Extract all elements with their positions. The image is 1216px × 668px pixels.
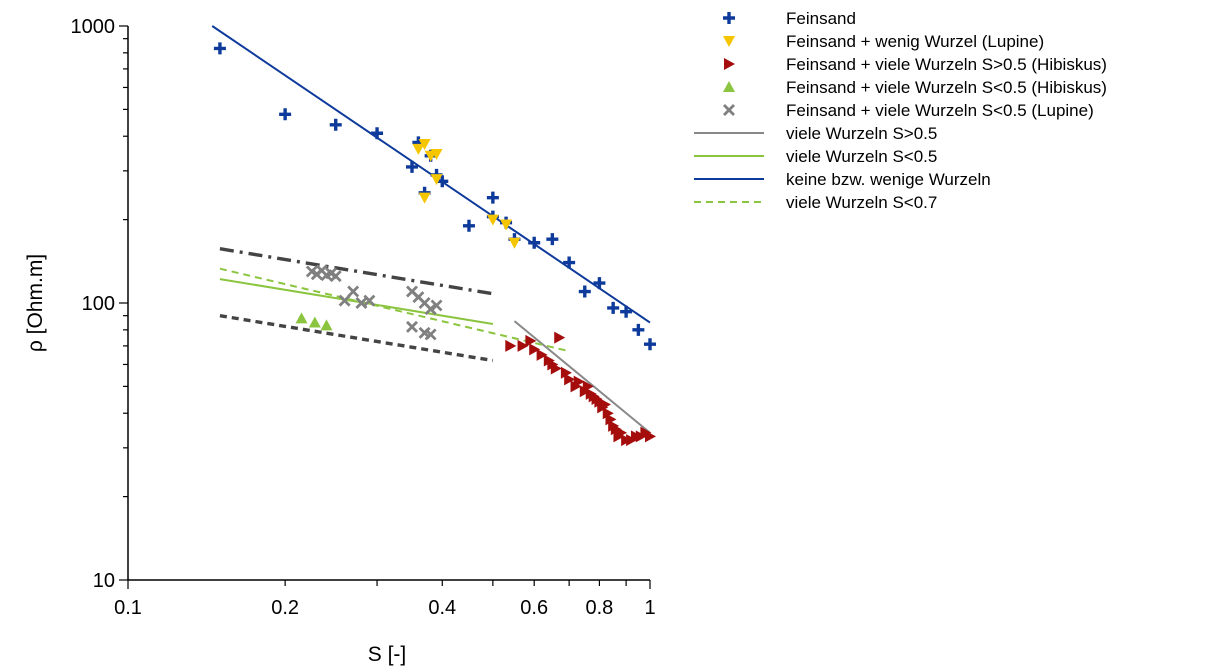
data-point [529,343,541,356]
data-point [546,233,559,246]
y-tick-label: 1000 [71,16,116,38]
data-point [412,143,425,155]
data-point [486,214,499,226]
data-point [517,339,529,352]
x-tick-label: 1 [644,597,655,619]
data-point [563,256,576,269]
data-point [508,237,521,249]
data-point [578,285,591,298]
legend-item: Feinsand + wenig Wurzel (Lupine) [723,32,1044,51]
legend-label: Feinsand [786,9,856,28]
data-point [406,320,418,333]
data-point [430,174,443,186]
data-point [430,299,443,312]
data-point [616,426,628,439]
legend-item: viele Wurzeln S>0.5 [694,124,937,143]
data-point [594,395,606,408]
data-point [528,236,541,249]
data-points [213,42,656,447]
data-point [570,380,582,393]
legend-label: keine bzw. wenige Wurzeln [786,170,991,189]
data-point [500,219,513,231]
legend-item: Feinsand + viele Wurzeln S<0.5 (Lupine) [723,101,1094,120]
data-point [338,294,351,307]
data-point [560,366,572,379]
data-point [505,339,517,352]
legend-item: viele Wurzeln S<0.7 [694,193,937,212]
y-tick-label: 100 [82,293,115,315]
fit-lines [211,25,651,434]
data-point [418,138,431,150]
data-point [363,294,376,307]
data-point [355,297,368,309]
x-tick-label: 0.2 [271,597,299,619]
fit-line [219,267,570,353]
legend-label: viele Wurzeln S<0.5 [786,147,937,166]
data-point [593,277,606,290]
data-point [525,334,537,347]
data-point [329,270,342,283]
data-point [371,127,384,140]
data-point [279,108,292,121]
x-tick-label: 0.1 [114,597,142,619]
data-point [320,319,333,331]
legend-label: viele Wurzeln S>0.5 [786,124,937,143]
data-point [424,303,437,316]
data-point [462,219,475,232]
y-tick-label: 10 [93,570,115,592]
legend-item: Feinsand + viele Wurzeln S>0.5 (Hibiskus… [724,55,1107,74]
data-point [632,323,645,336]
data-point [645,430,656,443]
legend-label: Feinsand + wenig Wurzel (Lupine) [786,32,1044,51]
data-point [295,312,308,324]
data-point [308,316,321,328]
legend-label: Feinsand + viele Wurzeln S<0.5 (Hibiskus… [786,78,1107,97]
legend-label: Feinsand + viele Wurzeln S>0.5 (Hibiskus… [786,55,1107,74]
data-point [573,375,585,388]
data-point [536,348,548,361]
legend-item: keine bzw. wenige Wurzeln [694,170,991,189]
data-point [607,301,620,314]
legend-label: viele Wurzeln S<0.7 [786,193,937,212]
fit-line [219,278,494,325]
data-point [329,118,342,131]
data-point [347,285,360,298]
data-point [550,362,562,375]
data-point [486,191,499,204]
axes: 10 100 1000 0.1 0.2 0.4 0.6 0.8 1 [71,16,656,619]
data-point [424,328,437,341]
x-tick-label: 0.6 [520,597,548,619]
legend-item: Feinsand + viele Wurzeln S<0.5 (Hibiskus… [723,78,1107,97]
fit-line [219,247,494,296]
data-point [406,160,419,173]
legend-marker [723,12,735,24]
legend-label: Feinsand + viele Wurzeln S<0.5 (Lupine) [786,101,1094,120]
x-axis-label: S [-] [368,643,407,666]
data-point [430,149,443,161]
legend: Feinsand Feinsand + wenig Wurzel (Lupine)… [694,9,1107,212]
legend-item: viele Wurzeln S<0.5 [694,147,937,166]
data-point [564,373,576,386]
data-point [418,192,431,204]
y-axis-label: ρ [Ohm.m] [24,254,47,352]
data-point [620,305,633,318]
legend-marker [724,58,735,70]
data-point [579,385,591,398]
data-point [644,338,656,351]
data-point [213,42,226,55]
legend-marker [723,81,735,92]
data-point [582,380,594,393]
x-tick-label: 0.8 [586,597,614,619]
legend-marker [723,36,735,47]
x-tick-label: 0.4 [428,597,456,619]
legend-item: Feinsand [723,9,856,28]
fit-line [219,313,494,363]
data-point [554,331,566,344]
fit-line [513,320,651,434]
legend-marker [723,104,735,116]
